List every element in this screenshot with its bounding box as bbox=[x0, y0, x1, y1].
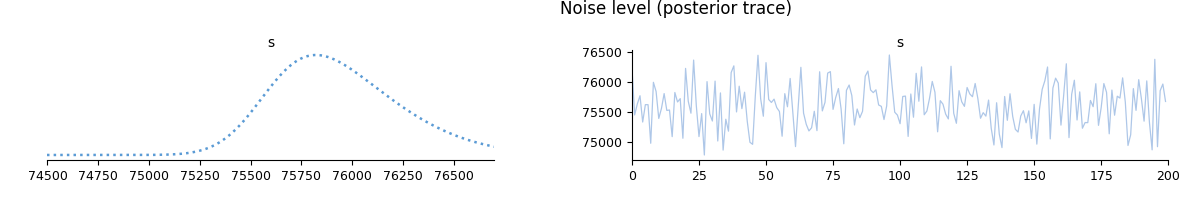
Title: s: s bbox=[897, 36, 904, 50]
Title: s: s bbox=[267, 36, 274, 50]
Text: Noise level (posterior trace): Noise level (posterior trace) bbox=[560, 0, 792, 18]
